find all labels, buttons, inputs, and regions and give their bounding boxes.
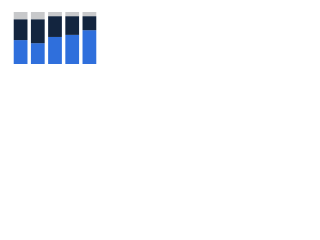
bar-segment: [30, 43, 45, 64]
bar-segment: [48, 36, 62, 64]
bar-segment: [48, 12, 62, 17]
page: {"chart_data": {"type": "stacked_bar", "…: [0, 0, 100, 71]
bar-segment: [48, 16, 62, 37]
bar-segment: [65, 34, 80, 64]
bar-segment: [13, 12, 28, 20]
bar-segment: [82, 12, 97, 17]
bar-segment: [82, 30, 97, 64]
bar-segment: [13, 40, 28, 64]
bar-segment: [65, 16, 80, 35]
bar-segment: [30, 12, 45, 20]
bar-segment: [65, 12, 80, 17]
bar-segment: [82, 16, 97, 31]
chart: [13, 12, 97, 64]
bar-segment: [13, 19, 28, 41]
bar-segment: [30, 19, 45, 44]
